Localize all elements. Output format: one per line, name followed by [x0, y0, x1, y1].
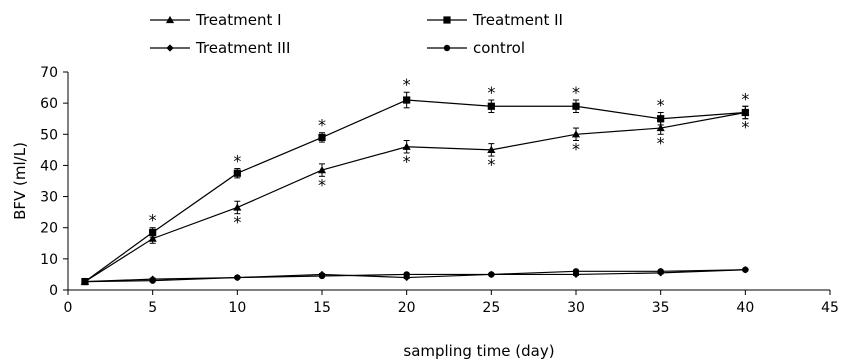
x-axis-title: sampling time (day)	[403, 342, 554, 360]
series-line	[84, 111, 746, 283]
data-point	[403, 271, 410, 278]
significance-star: *	[149, 211, 157, 230]
data-point	[148, 234, 157, 242]
data-point	[657, 115, 665, 123]
significance-star: *	[741, 118, 749, 137]
significance-star: *	[572, 83, 580, 102]
data-point	[657, 268, 664, 275]
significance-star: *	[233, 152, 241, 171]
data-point	[403, 96, 411, 104]
x-tick-label: 20	[398, 300, 416, 316]
data-point	[571, 130, 581, 138]
data-point	[742, 266, 749, 273]
data-point	[488, 271, 495, 278]
legend-item-treatment-iii: Treatment III	[150, 39, 290, 57]
data-point	[572, 102, 580, 110]
y-tick-label: 70	[40, 65, 58, 81]
x-tick-label: 15	[313, 300, 331, 316]
legend-label: Treatment II	[472, 11, 563, 29]
x-tick-label: 5	[148, 300, 157, 316]
x-tick-label: 45	[821, 300, 839, 316]
legend: Treatment I Treatment II Treatment III cont…	[150, 11, 563, 57]
series-line	[84, 99, 746, 283]
significance-star: *	[741, 89, 749, 108]
legend-item-control: control	[427, 39, 525, 57]
x-tick-label: 10	[228, 300, 246, 316]
y-tick-label: 20	[40, 221, 58, 237]
significance-star: *	[318, 175, 326, 194]
legend-item-treatment-i: Treatment I	[150, 11, 282, 29]
data-point	[572, 268, 580, 275]
x-tick-label: 35	[652, 300, 670, 316]
y-tick-label: 60	[40, 96, 58, 112]
data-point	[656, 123, 665, 132]
significance-star: *	[657, 133, 665, 152]
axis-titles: sampling time (day) BFV (ml/L)	[11, 142, 555, 360]
legend-item-treatment-ii: Treatment II	[427, 11, 563, 29]
data-point	[318, 272, 326, 280]
x-tick-label: 30	[567, 300, 585, 316]
y-tick-label: 10	[40, 252, 58, 268]
series-treatment-i: * * * * * * *	[80, 105, 750, 285]
x-tick-label: 40	[736, 300, 754, 316]
legend-label: Treatment I	[195, 11, 282, 29]
data-point	[317, 166, 327, 174]
y-tick-label: 40	[40, 158, 58, 174]
series-control	[81, 266, 749, 285]
significance-star: *	[403, 75, 411, 94]
legend-marker	[166, 44, 174, 52]
series-treatment-iii	[81, 266, 749, 286]
data-point	[149, 277, 156, 284]
significance-star: *	[487, 83, 495, 102]
data-point	[81, 278, 89, 285]
significance-star: *	[403, 152, 411, 171]
legend-marker	[165, 15, 175, 24]
axes: 0 5 10 15 20 25 30 35 40 45 0 10 20 30 40 50 60 70	[40, 65, 839, 316]
series-line	[84, 269, 746, 283]
significance-star: *	[233, 213, 241, 232]
y-axis-title: BFV (ml/L)	[11, 142, 29, 220]
y-tick-label: 50	[40, 127, 58, 143]
x-tick-label: 0	[64, 300, 73, 316]
series-plot-area: * * * * * * * * * * * * * * *	[80, 75, 750, 286]
data-point	[402, 142, 411, 150]
y-tick-label: 30	[40, 190, 58, 206]
series-treatment-ii: * * * * * * * *	[81, 75, 749, 286]
legend-label: control	[473, 39, 525, 57]
data-point	[233, 203, 242, 211]
significance-star: *	[572, 140, 580, 159]
data-point	[234, 274, 241, 281]
data-point	[741, 108, 749, 117]
y-tick-label: 0	[49, 283, 58, 299]
legend-label: Treatment III	[195, 39, 290, 57]
legend-marker	[443, 16, 451, 24]
data-point	[487, 102, 495, 110]
legend-marker	[443, 44, 451, 52]
data-point	[149, 228, 157, 236]
data-point	[233, 169, 241, 177]
data-point	[318, 133, 326, 141]
significance-star: *	[487, 155, 495, 174]
x-tick-label: 25	[482, 300, 500, 316]
significance-star: *	[318, 116, 326, 135]
significance-star: *	[657, 95, 665, 114]
data-point	[487, 145, 496, 153]
